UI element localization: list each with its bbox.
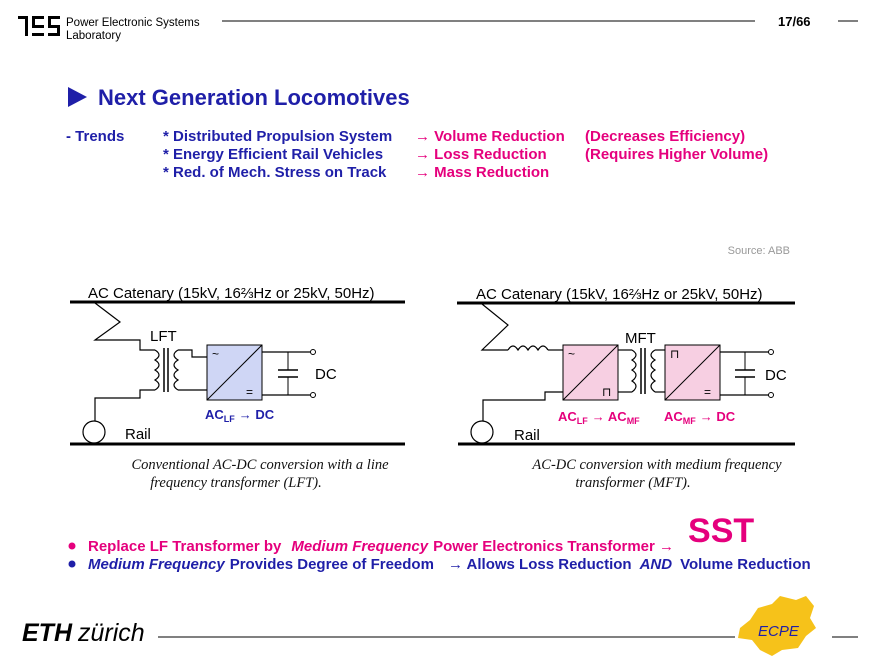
trend-item: * Energy Efficient Rail Vehicles bbox=[163, 146, 383, 163]
text-run: Volume Reduction bbox=[680, 556, 811, 573]
trend-item: * Red. of Mech. Stress on Track bbox=[163, 164, 387, 181]
svg-text:~: ~ bbox=[212, 347, 219, 361]
caption: AC-DC conversion with medium frequency bbox=[531, 457, 782, 473]
trend-item: * Distributed Propulsion System bbox=[163, 128, 392, 145]
svg-text:⊓: ⊓ bbox=[602, 385, 611, 399]
converter-sub: LF bbox=[577, 416, 588, 426]
caption: transformer (MFT). bbox=[575, 475, 690, 491]
output-label: DC bbox=[765, 367, 787, 384]
catenary-label: AC Catenary (15kV, 16⅔Hz or 25kV, 50Hz) bbox=[88, 285, 375, 302]
rail-label: Rail bbox=[514, 427, 540, 444]
diagram-right: AC Catenary (15kV, 16⅔Hz or 25kV, 50Hz) … bbox=[457, 286, 795, 491]
bullet-text: Replace LF Transformer by Medium Frequenc… bbox=[88, 512, 754, 555]
bullet-text: Medium Frequency Provides Degree of Freed… bbox=[88, 556, 811, 573]
transformer-label: MFT bbox=[625, 330, 656, 347]
diagram-left: AC Catenary (15kV, 16⅔Hz or 25kV, 50Hz) … bbox=[70, 285, 405, 491]
converter-sub: MF bbox=[627, 416, 640, 426]
title-marker bbox=[68, 87, 87, 107]
converter-base: AC bbox=[558, 409, 577, 424]
trend-effect: → Mass Reduction bbox=[415, 164, 549, 181]
converter-rest: → DC bbox=[700, 409, 736, 424]
eth-logo: ETH bbox=[22, 619, 73, 647]
text-run: → Allows Loss Reduction bbox=[448, 556, 632, 573]
trend-effect: → Loss Reduction bbox=[415, 146, 547, 163]
page-number: 17/66 bbox=[778, 14, 811, 29]
transformer-label: LFT bbox=[150, 328, 177, 345]
slide-title: Next Generation Locomotives bbox=[98, 85, 410, 110]
catenary-label: AC Catenary (15kV, 16⅔Hz or 25kV, 50Hz) bbox=[476, 286, 763, 303]
svg-text:~: ~ bbox=[568, 347, 575, 361]
trend-note: (Decreases Efficiency) bbox=[585, 128, 745, 145]
eth-logo: zürich bbox=[77, 619, 145, 647]
trend-note: (Requires Higher Volume) bbox=[585, 146, 768, 163]
converter-label: ACLF → ACMF bbox=[558, 409, 640, 426]
text-run: Medium Frequency bbox=[291, 538, 428, 555]
ecpe-logo: ECPE bbox=[758, 623, 800, 640]
trends: - Trends * Distributed Propulsion System… bbox=[66, 128, 768, 181]
svg-text:⊓: ⊓ bbox=[670, 347, 679, 361]
trend-effect: → Volume Reduction bbox=[415, 128, 565, 145]
rail-label: Rail bbox=[125, 426, 151, 443]
lab-name: Power Electronic Systems bbox=[66, 17, 200, 29]
ecpe-map bbox=[738, 596, 816, 656]
converter-base: AC bbox=[664, 409, 683, 424]
caption: frequency transformer (LFT). bbox=[150, 475, 321, 491]
sst: SST bbox=[688, 512, 754, 550]
pes-logo bbox=[18, 16, 60, 36]
converter-base: AC bbox=[205, 407, 224, 422]
converter-sub: MF bbox=[683, 416, 696, 426]
svg-text:=: = bbox=[704, 385, 711, 399]
converter-sub: LF bbox=[224, 414, 235, 424]
lab-name: Laboratory bbox=[66, 30, 121, 42]
bullet bbox=[68, 560, 76, 568]
converter-rest: → DC bbox=[239, 407, 275, 422]
output-label: DC bbox=[315, 366, 337, 383]
trends-label: - Trends bbox=[66, 128, 124, 145]
bullet bbox=[68, 542, 76, 550]
caption: Conventional AC-DC conversion with a lin… bbox=[131, 457, 389, 473]
text-run: Power Electronics Transformer → bbox=[433, 538, 674, 555]
converter-label: ACMF → DC bbox=[664, 409, 736, 426]
text-run: Provides Degree of Freedom bbox=[230, 556, 434, 573]
text-run: Replace LF Transformer by bbox=[88, 538, 282, 555]
text-run: AND bbox=[639, 556, 673, 573]
text-run: Medium Frequency bbox=[88, 556, 225, 573]
source: Source: ABB bbox=[728, 245, 790, 257]
converter-label: ACLF → DC bbox=[205, 407, 275, 424]
converter-rest: → AC bbox=[592, 409, 628, 424]
svg-text:=: = bbox=[246, 385, 253, 399]
